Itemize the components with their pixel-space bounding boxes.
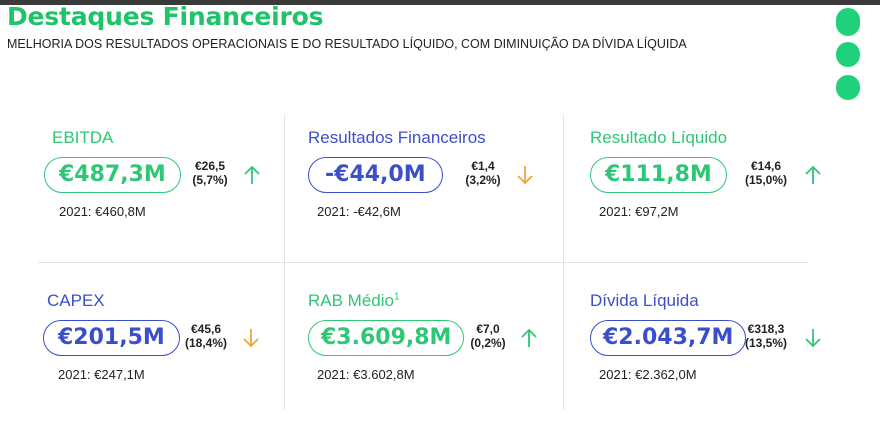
metric-previous-year: 2021: €97,2M — [599, 204, 679, 219]
decorative-dot — [836, 42, 860, 67]
metric-card-resultados-financeiros: Resultados Financeiros -€44,0M €1,4 (3,2… — [308, 128, 568, 248]
metric-delta: €7,0 (0,2%) — [456, 322, 520, 350]
metric-value-pill: €487,3M — [44, 157, 181, 193]
metric-delta-percent: (5,7%) — [192, 173, 228, 187]
metric-card-divida-liquida: Dívida Líquida €2.043,7M €318,3 (13,5%) … — [590, 291, 850, 411]
metric-delta: €14,6 (15,0%) — [734, 159, 798, 187]
arrow-up-icon — [805, 165, 821, 184]
metric-value-pill: €3.609,8M — [308, 320, 465, 356]
metric-card-capex: CAPEX €201,5M €45,6 (18,4%) 2021: €247,1… — [43, 291, 303, 411]
metric-label: RAB Médio1 — [308, 291, 400, 311]
metric-delta-percent: (3,2%) — [465, 173, 501, 187]
arrow-down-icon — [243, 329, 259, 348]
metric-delta-absolute: €7,0 — [476, 322, 500, 336]
metric-previous-year: 2021: €3.602,8M — [317, 367, 415, 382]
metric-label: EBITDA — [52, 128, 114, 147]
top-bar — [0, 0, 880, 5]
metric-value-pill: €2.043,7M — [590, 320, 747, 356]
page-title: Destaques Financeiros — [7, 2, 324, 31]
metric-delta-percent: (15,0%) — [744, 173, 788, 187]
metric-label: Dívida Líquida — [590, 291, 699, 310]
metric-delta-absolute: €14,6 — [750, 159, 782, 173]
metric-value-pill: €111,8M — [590, 157, 727, 193]
metric-previous-year: 2021: €247,1M — [58, 367, 145, 382]
metric-value-pill: €201,5M — [43, 320, 180, 356]
metric-card-resultado-liquido: Resultado Líquido €111,8M €14,6 (15,0%) … — [590, 128, 850, 248]
metric-card-ebitda: EBITDA €487,3M €26,5 (5,7%) 2021: €460,8… — [44, 128, 304, 248]
arrow-up-icon — [521, 328, 537, 347]
metric-delta: €26,5 (5,7%) — [178, 159, 242, 187]
arrow-up-icon — [244, 165, 260, 184]
metric-delta-absolute: €45,6 — [190, 322, 222, 336]
metric-delta-absolute: €318,3 — [747, 322, 785, 336]
footnote-marker: 1 — [393, 291, 400, 303]
metric-label: CAPEX — [47, 291, 105, 310]
metric-previous-year: 2021: €2.362,0M — [599, 367, 697, 382]
metric-label: Resultado Líquido — [590, 128, 728, 147]
metric-previous-year: 2021: €460,8M — [59, 204, 146, 219]
metric-delta-percent: (13,5%) — [744, 336, 788, 350]
arrow-down-icon — [805, 329, 821, 348]
metric-label: Resultados Financeiros — [308, 128, 486, 147]
decorative-pill — [836, 8, 860, 36]
metric-delta-percent: (0,2%) — [470, 336, 506, 350]
grid-divider-horizontal — [38, 262, 808, 263]
metric-label-text: RAB Médio — [308, 291, 394, 310]
metric-delta: €45,6 (18,4%) — [174, 322, 238, 350]
metric-value-pill: -€44,0M — [308, 157, 443, 193]
metric-card-rab-medio: RAB Médio1 €3.609,8M €7,0 (0,2%) 2021: €… — [308, 291, 568, 411]
metric-delta-absolute: €26,5 — [194, 159, 226, 173]
metric-delta-percent: (18,4%) — [184, 336, 228, 350]
page-subtitle: MELHORIA DOS RESULTADOS OPERACIONAIS E D… — [7, 37, 687, 51]
metric-previous-year: 2021: -€42,6M — [317, 204, 401, 219]
arrow-down-icon — [517, 166, 533, 185]
metric-delta-absolute: €1,4 — [471, 159, 495, 173]
metric-delta: €318,3 (13,5%) — [734, 322, 798, 350]
metric-delta: €1,4 (3,2%) — [451, 159, 515, 187]
decorative-dot — [836, 75, 860, 100]
